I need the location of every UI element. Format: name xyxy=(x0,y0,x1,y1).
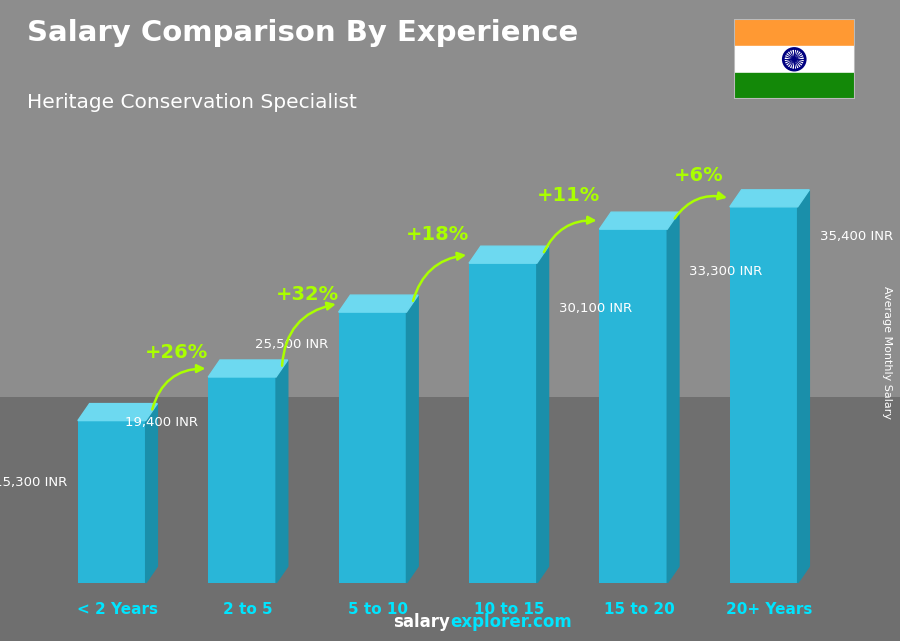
Polygon shape xyxy=(276,360,288,583)
Text: 19,400 INR: 19,400 INR xyxy=(125,416,198,429)
Text: 30,100 INR: 30,100 INR xyxy=(559,301,632,315)
Text: 2 to 5: 2 to 5 xyxy=(223,602,273,617)
Polygon shape xyxy=(730,190,809,207)
Text: +11%: +11% xyxy=(536,186,599,204)
Bar xyxy=(469,263,536,583)
Polygon shape xyxy=(599,212,679,229)
Bar xyxy=(78,420,146,583)
Text: Average Monthly Salary: Average Monthly Salary xyxy=(881,286,892,419)
Polygon shape xyxy=(407,295,418,583)
Text: 35,400 INR: 35,400 INR xyxy=(820,231,893,244)
Text: < 2 Years: < 2 Years xyxy=(77,602,158,617)
Text: 25,500 INR: 25,500 INR xyxy=(255,338,328,351)
Bar xyxy=(208,377,276,583)
Text: 33,300 INR: 33,300 INR xyxy=(689,265,762,278)
Text: +32%: +32% xyxy=(275,285,339,304)
Circle shape xyxy=(793,58,796,61)
Text: salary: salary xyxy=(393,613,450,631)
Polygon shape xyxy=(469,246,549,263)
Bar xyxy=(734,19,855,46)
Bar xyxy=(599,229,667,583)
Text: 20+ Years: 20+ Years xyxy=(726,602,813,617)
Text: 10 to 15: 10 to 15 xyxy=(473,602,544,617)
Text: +26%: +26% xyxy=(145,343,209,362)
Polygon shape xyxy=(667,212,679,583)
Polygon shape xyxy=(797,190,809,583)
Text: +6%: +6% xyxy=(674,166,724,185)
Polygon shape xyxy=(146,404,158,583)
Text: +18%: +18% xyxy=(406,225,470,244)
Polygon shape xyxy=(78,404,158,420)
Text: Heritage Conservation Specialist: Heritage Conservation Specialist xyxy=(27,93,357,112)
Text: explorer.com: explorer.com xyxy=(450,613,572,631)
Bar xyxy=(730,207,797,583)
Text: Salary Comparison By Experience: Salary Comparison By Experience xyxy=(27,19,578,47)
Polygon shape xyxy=(208,360,288,377)
Polygon shape xyxy=(338,295,418,312)
Bar xyxy=(338,312,407,583)
Polygon shape xyxy=(536,246,549,583)
Text: 5 to 10: 5 to 10 xyxy=(348,602,409,617)
Bar xyxy=(734,72,855,99)
Text: 15,300 INR: 15,300 INR xyxy=(0,476,68,489)
Bar xyxy=(734,46,855,72)
Text: 15 to 20: 15 to 20 xyxy=(604,602,675,617)
